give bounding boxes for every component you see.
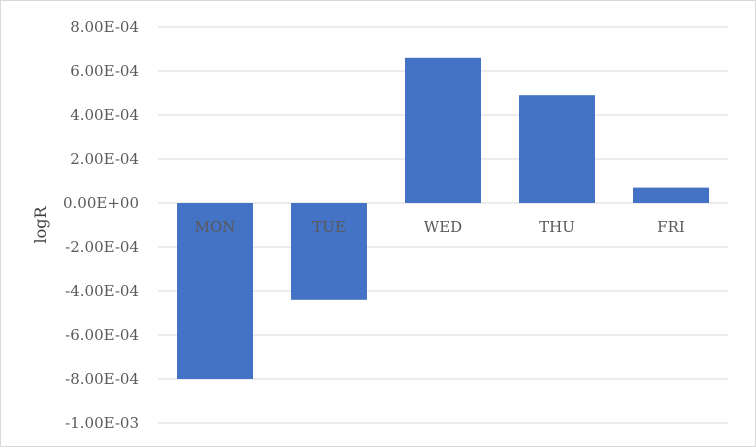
category-label-wed: WED bbox=[424, 218, 462, 236]
bar-fri bbox=[633, 187, 709, 203]
category-label-mon: MON bbox=[195, 218, 236, 236]
category-labels: MON TUE WED THU FRI bbox=[195, 218, 685, 236]
category-label-fri: FRI bbox=[657, 218, 685, 236]
category-label-tue: TUE bbox=[312, 218, 346, 236]
y-tick-label: -4.00E-04 bbox=[65, 282, 139, 300]
y-tick-label: -6.00E-04 bbox=[65, 326, 139, 344]
y-tick-label: 2.00E-04 bbox=[70, 150, 139, 168]
y-tick-label: 8.00E-04 bbox=[70, 18, 139, 36]
bar-mon bbox=[177, 203, 253, 379]
bar-thu bbox=[519, 95, 595, 203]
category-label-thu: THU bbox=[539, 218, 575, 236]
y-tick-label: -2.00E-04 bbox=[65, 238, 139, 256]
bar-tue bbox=[291, 203, 367, 300]
y-tick-label: 0.00E+00 bbox=[63, 194, 139, 212]
y-tick-label: 6.00E-04 bbox=[70, 62, 139, 80]
y-tick-label: -8.00E-04 bbox=[65, 370, 139, 388]
y-tick-label: -1.00E-03 bbox=[65, 414, 139, 432]
bars bbox=[177, 57, 709, 379]
bar-wed bbox=[405, 57, 481, 203]
y-tick-label: 4.00E-04 bbox=[70, 106, 139, 124]
y-tick-labels: 8.00E-04 6.00E-04 4.00E-04 2.00E-04 0.00E+00… bbox=[63, 18, 139, 432]
y-axis-title: logR bbox=[31, 206, 50, 244]
